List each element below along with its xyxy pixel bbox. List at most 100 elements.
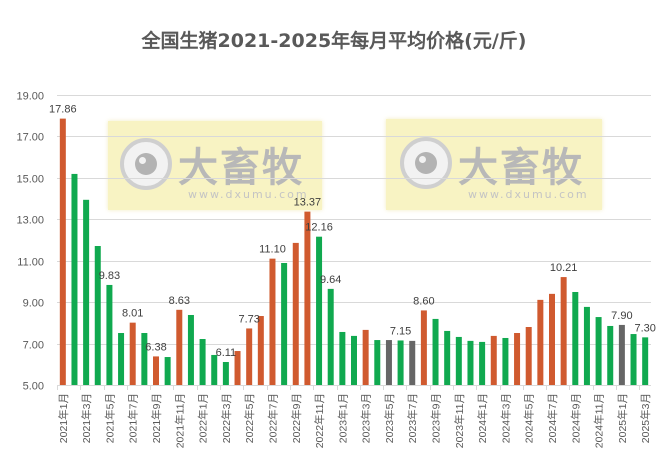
- bar: [164, 357, 171, 385]
- bar: [304, 211, 311, 385]
- bar: [514, 333, 521, 385]
- bar: [187, 314, 194, 385]
- data-label: 12.16: [305, 222, 333, 234]
- bar: [374, 340, 381, 385]
- y-tick-label: 19.00: [16, 91, 44, 103]
- x-tick-label: 2024年11月: [593, 393, 606, 448]
- y-tick-label: 5.00: [23, 381, 44, 393]
- bar: [455, 336, 462, 385]
- x-tick-label: 2022年7月: [266, 393, 279, 443]
- x-tick-label: 2022年3月: [220, 393, 233, 443]
- bar: [397, 340, 404, 385]
- x-tick-label: 2021年7月: [127, 393, 140, 443]
- bar: [385, 340, 392, 385]
- bar: [292, 242, 299, 385]
- bar: [351, 335, 357, 385]
- y-tick-label: 13.00: [16, 215, 44, 227]
- bar: [607, 325, 614, 385]
- bar: [153, 356, 159, 385]
- watermark-logo-icon: [120, 138, 172, 190]
- data-label: 8.60: [413, 295, 434, 307]
- bar: [281, 262, 288, 385]
- x-tick-label: 2022年1月: [197, 393, 210, 443]
- bar: [362, 329, 369, 385]
- bar: [176, 309, 183, 385]
- bar: [479, 341, 486, 385]
- bar: [525, 327, 532, 385]
- bar: [83, 199, 90, 385]
- bar: [572, 291, 579, 385]
- bar: [630, 334, 637, 385]
- bar: [537, 299, 544, 385]
- data-label: 6.38: [145, 341, 166, 353]
- y-axis: 5.00 7.00 9.00 11.00 13.00 15.00 17.00 19.00: [16, 91, 44, 393]
- y-tick-label: 11.00: [17, 257, 44, 269]
- bar: [560, 277, 567, 385]
- bar: [269, 258, 276, 385]
- watermark-1: 大畜牧 www.dxumu.com: [108, 121, 322, 210]
- data-label: 11.10: [259, 244, 286, 256]
- x-tick-label: 2023年5月: [383, 393, 396, 443]
- data-label: 8.01: [122, 308, 143, 320]
- y-tick-label: 7.00: [23, 340, 44, 352]
- bar: [257, 316, 264, 385]
- data-label: 10.21: [550, 262, 578, 274]
- data-label: 7.15: [390, 325, 411, 337]
- x-tick-label: 2023年9月: [430, 393, 443, 443]
- bar: [595, 317, 602, 385]
- data-label: 13.37: [294, 197, 322, 209]
- bar: [444, 330, 451, 385]
- x-tick-label: 2024年7月: [546, 393, 559, 443]
- x-tick-label: 2021年3月: [80, 393, 93, 443]
- bar: [234, 351, 241, 385]
- x-tick-label: 2025年1月: [616, 393, 629, 443]
- y-tick-label: 15.00: [16, 174, 44, 186]
- watermark-2: 大畜牧 www.dxumu.com: [386, 119, 602, 210]
- bar: [222, 362, 229, 385]
- data-label: 9.64: [320, 274, 341, 286]
- bar: [71, 173, 78, 385]
- data-label: 6.11: [216, 347, 237, 359]
- y-tick-label: 17.00: [16, 132, 44, 144]
- x-tick-label: 2022年11月: [313, 393, 326, 448]
- x-tick-label: 2024年3月: [499, 393, 512, 443]
- data-label: 7.73: [238, 313, 259, 325]
- watermark-url: www.dxumu.com: [468, 188, 589, 201]
- bar: [118, 333, 125, 385]
- data-label: 17.86: [49, 104, 77, 116]
- bar: [420, 310, 427, 385]
- bar: [141, 333, 148, 385]
- x-tick-label: 2023年11月: [453, 393, 466, 448]
- x-tick-label: 2022年5月: [243, 393, 256, 443]
- bar: [327, 288, 334, 385]
- x-tick-label: 2023年3月: [360, 393, 373, 443]
- x-tick-label: 2023年1月: [336, 393, 349, 443]
- bar: [129, 322, 136, 385]
- y-tick-label: 9.00: [23, 298, 44, 310]
- bar: [467, 340, 474, 385]
- bar: [490, 335, 497, 385]
- x-tick-label: 2024年9月: [569, 393, 582, 443]
- data-label: 7.30: [634, 322, 655, 334]
- x-tick-label: 2021年5月: [103, 393, 116, 443]
- x-tick-label: 2024年1月: [476, 393, 489, 443]
- x-tick-label: 2024年5月: [523, 393, 536, 443]
- x-tick-label: 2025年3月: [639, 393, 652, 443]
- data-labels: 17.86 9.83 8.01 6.38 8.63 6.11 7.73 11.10 13.37 1…: [49, 104, 656, 359]
- x-tick-label: 2021年9月: [150, 393, 163, 443]
- bar: [94, 246, 101, 385]
- bar: [549, 293, 555, 385]
- watermark-logo-icon: [400, 137, 452, 189]
- data-label: 7.90: [611, 310, 632, 322]
- bar: [59, 118, 66, 385]
- chart-title: 全国生猪2021-2025年每月平均价格(元/斤): [141, 30, 527, 52]
- data-label: 9.83: [99, 270, 120, 282]
- x-tick-label: 2022年9月: [290, 393, 303, 443]
- bar: [339, 331, 346, 385]
- bar: [618, 324, 625, 385]
- bar: [583, 306, 590, 385]
- bar: [211, 354, 218, 385]
- bar: [316, 236, 323, 385]
- bar: [246, 328, 253, 385]
